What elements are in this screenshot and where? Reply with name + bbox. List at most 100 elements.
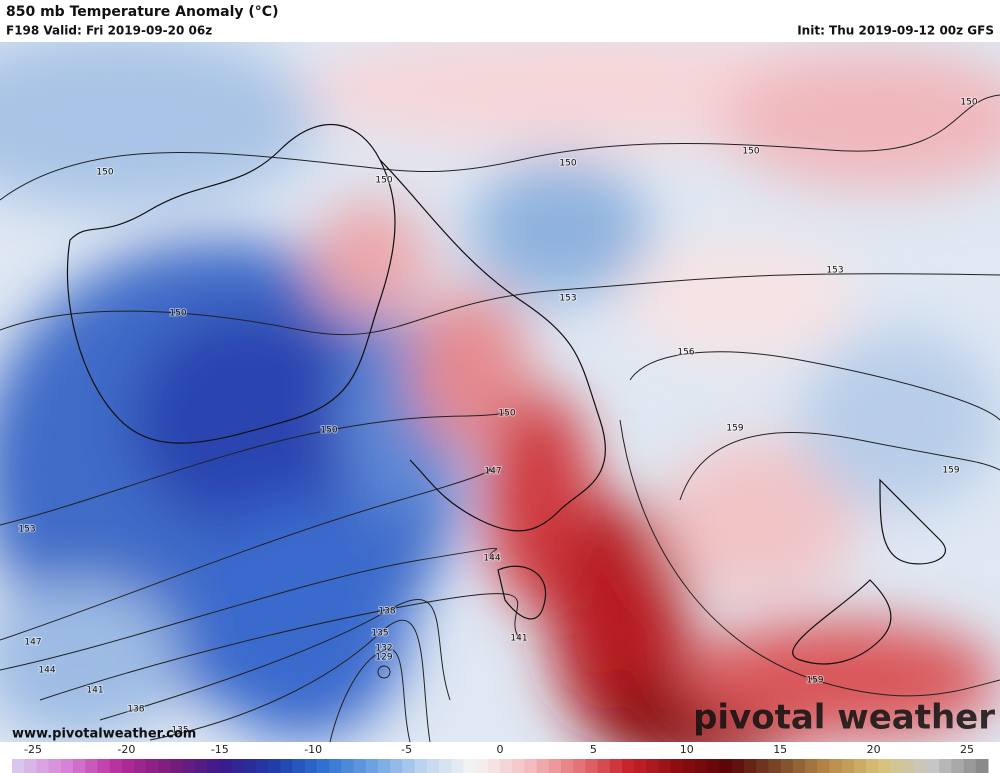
colorbar-swatch bbox=[390, 759, 403, 773]
title: 850 mb Temperature Anomaly (°C) bbox=[6, 4, 278, 20]
valid-time: F198 Valid: Fri 2019-09-20 06z bbox=[6, 24, 212, 38]
contour-label: 153 bbox=[18, 525, 35, 535]
contour-label: 141 bbox=[510, 634, 527, 644]
colorbar-swatch bbox=[36, 759, 50, 773]
colorbar-swatch bbox=[866, 759, 879, 773]
colorbar-swatch bbox=[475, 759, 489, 773]
colorbar-swatch bbox=[695, 759, 708, 773]
colorbar-swatch bbox=[256, 759, 269, 773]
colorbar-swatch bbox=[134, 759, 147, 773]
contour-label: 132 bbox=[375, 644, 392, 654]
contour-label: 147 bbox=[24, 638, 41, 648]
colorbar-swatch bbox=[268, 759, 281, 773]
colorbar-swatch bbox=[536, 759, 550, 773]
colorbar-tick-label: -25 bbox=[24, 743, 42, 756]
contour-label: 144 bbox=[483, 554, 500, 564]
colorbar-swatch bbox=[744, 759, 757, 773]
colorbar-swatch bbox=[805, 759, 818, 773]
colorbar-swatch bbox=[158, 759, 172, 773]
contour-label: 150 bbox=[96, 168, 113, 178]
colorbar-swatch bbox=[683, 759, 696, 773]
colorbar-tick-label: -5 bbox=[401, 743, 412, 756]
contour-label: 159 bbox=[942, 466, 959, 476]
colorbar-swatch bbox=[609, 759, 623, 773]
colorbar-swatch bbox=[182, 759, 196, 773]
colorbar-swatch bbox=[146, 759, 159, 773]
website: www.pivotalweather.com bbox=[12, 727, 196, 742]
colorbar-swatch bbox=[451, 759, 464, 773]
colorbar-swatch bbox=[73, 759, 86, 773]
colorbar-swatch bbox=[585, 759, 599, 773]
colorbar-swatch bbox=[439, 759, 452, 773]
colorbar-swatch bbox=[48, 759, 62, 773]
colorbar-swatch bbox=[634, 759, 647, 773]
colorbar-swatch bbox=[646, 759, 660, 773]
init-time: Init: Thu 2019-09-12 00z GFS bbox=[797, 24, 994, 38]
colorbar-swatch bbox=[817, 759, 830, 773]
colorbar-swatch bbox=[512, 759, 525, 773]
colorbar-swatch bbox=[280, 759, 294, 773]
colorbar-swatch bbox=[927, 759, 940, 773]
colorbar-swatch bbox=[975, 759, 989, 773]
header-bar bbox=[0, 0, 1000, 42]
colorbar-swatch bbox=[195, 759, 208, 773]
colorbar-tick-label: 5 bbox=[590, 743, 597, 756]
colorbar-swatch bbox=[97, 759, 111, 773]
colorbar-swatch bbox=[378, 759, 391, 773]
colorbar-swatch bbox=[12, 759, 25, 773]
contour-label: 150 bbox=[498, 409, 515, 419]
colorbar-swatch bbox=[121, 759, 135, 773]
colorbar-swatch bbox=[109, 759, 123, 773]
colorbar-swatch bbox=[719, 759, 733, 773]
colorbar-swatch bbox=[60, 759, 74, 773]
colorbar-swatch bbox=[573, 759, 586, 773]
colorbar-swatch bbox=[329, 759, 342, 773]
contour-label: 159 bbox=[806, 676, 823, 686]
contour-label: 135 bbox=[171, 726, 188, 736]
colorbar-swatch bbox=[792, 759, 806, 773]
colorbar-tick-label: 0 bbox=[497, 743, 504, 756]
contour-label: 144 bbox=[38, 666, 55, 676]
logo: pivotal weather bbox=[693, 698, 995, 738]
contour-label: 129 bbox=[375, 653, 392, 663]
colorbar-tick-label: -15 bbox=[211, 743, 229, 756]
contour-label: 141 bbox=[86, 686, 103, 696]
contour-label: 153 bbox=[559, 294, 576, 304]
contour-label: 147 bbox=[484, 467, 501, 477]
colorbar-swatch bbox=[561, 759, 574, 773]
colorbar-swatch bbox=[658, 759, 672, 773]
colorbar-swatch bbox=[853, 759, 867, 773]
contour-label: 159 bbox=[726, 424, 743, 434]
colorbar-swatch bbox=[914, 759, 928, 773]
colorbar-swatch bbox=[317, 759, 330, 773]
colorbar-swatch bbox=[414, 759, 428, 773]
contour-label: 153 bbox=[826, 266, 843, 276]
colorbar-swatch bbox=[597, 759, 611, 773]
colorbar-swatch bbox=[170, 759, 184, 773]
colorbar-swatch bbox=[426, 759, 440, 773]
colorbar-swatch bbox=[341, 759, 355, 773]
colorbar-swatch bbox=[707, 759, 721, 773]
colorbar-swatch bbox=[500, 759, 513, 773]
map bbox=[0, 42, 1000, 742]
colorbar-swatch bbox=[963, 759, 977, 773]
colorbar-swatch bbox=[487, 759, 501, 773]
colorbar-swatch bbox=[841, 759, 855, 773]
colorbar-swatch bbox=[304, 759, 318, 773]
contour-label: 150 bbox=[375, 176, 392, 186]
colorbar-swatch bbox=[829, 759, 843, 773]
colorbar-tick-label: 10 bbox=[680, 743, 694, 756]
colorbar-swatch bbox=[878, 759, 891, 773]
colorbar-swatch bbox=[353, 759, 367, 773]
colorbar-tick-label: 20 bbox=[867, 743, 881, 756]
colorbar-tick-label: 25 bbox=[960, 743, 974, 756]
contour-label: 150 bbox=[169, 309, 186, 319]
colorbar-tick-label: -20 bbox=[117, 743, 135, 756]
colorbar-swatch bbox=[768, 759, 782, 773]
colorbar-swatch bbox=[365, 759, 379, 773]
colorbar: -25 -20 -15 -10 -5 0 5 10 15 20 25 bbox=[0, 742, 1000, 773]
colorbar-tick-label: 15 bbox=[773, 743, 787, 756]
colorbar-swatch bbox=[548, 759, 562, 773]
colorbar-swatch bbox=[231, 759, 245, 773]
